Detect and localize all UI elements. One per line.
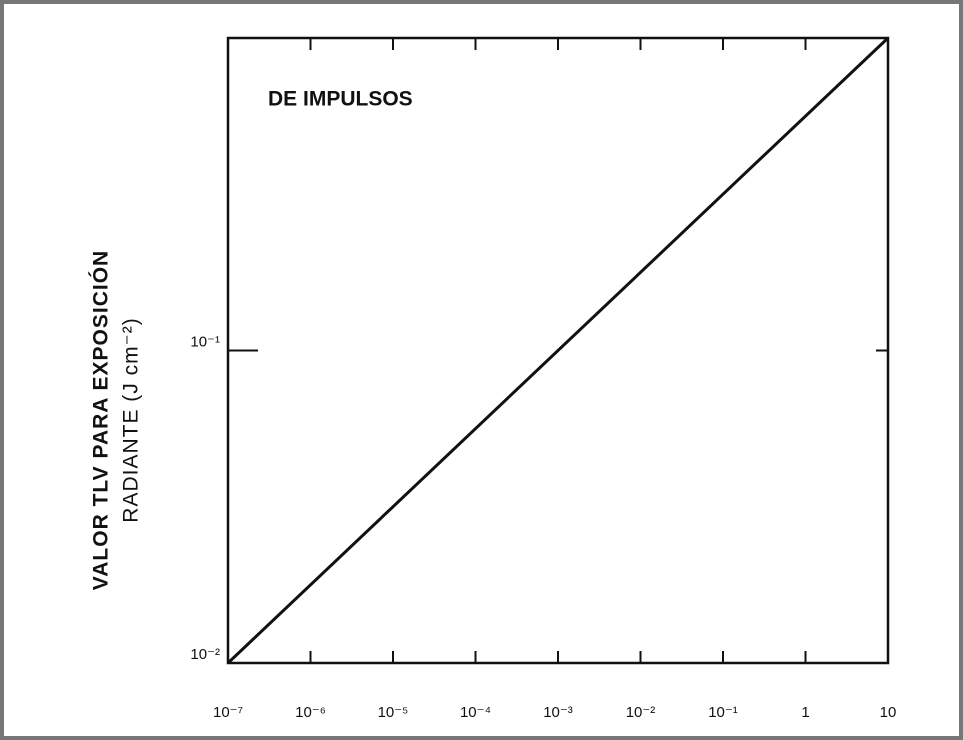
data-line [226, 36, 890, 665]
y-axis-title: VALOR TLV PARA EXPOSICIÓN [89, 250, 113, 590]
x-tick-label: 10⁻⁷ [213, 704, 243, 721]
x-tick-label: 1 [801, 704, 809, 721]
x-tick-label: 10⁻⁶ [295, 704, 326, 721]
x-tick-label: 10 [880, 704, 897, 721]
x-tick-label: 10⁻² [626, 704, 656, 721]
y-tick-label: 10⁻² [190, 646, 220, 663]
y-axis-title: RADIANTE (J cm⁻²) [120, 317, 143, 522]
x-tick-label: 10⁻⁴ [460, 704, 491, 721]
x-tick-label: 10⁻³ [543, 704, 573, 721]
y-tick-label: 10⁻¹ [190, 333, 220, 350]
x-tick-label: 10⁻⁵ [378, 704, 409, 721]
x-tick-label: 10⁻¹ [708, 704, 738, 721]
annotation: DE IMPULSOS [268, 88, 413, 111]
